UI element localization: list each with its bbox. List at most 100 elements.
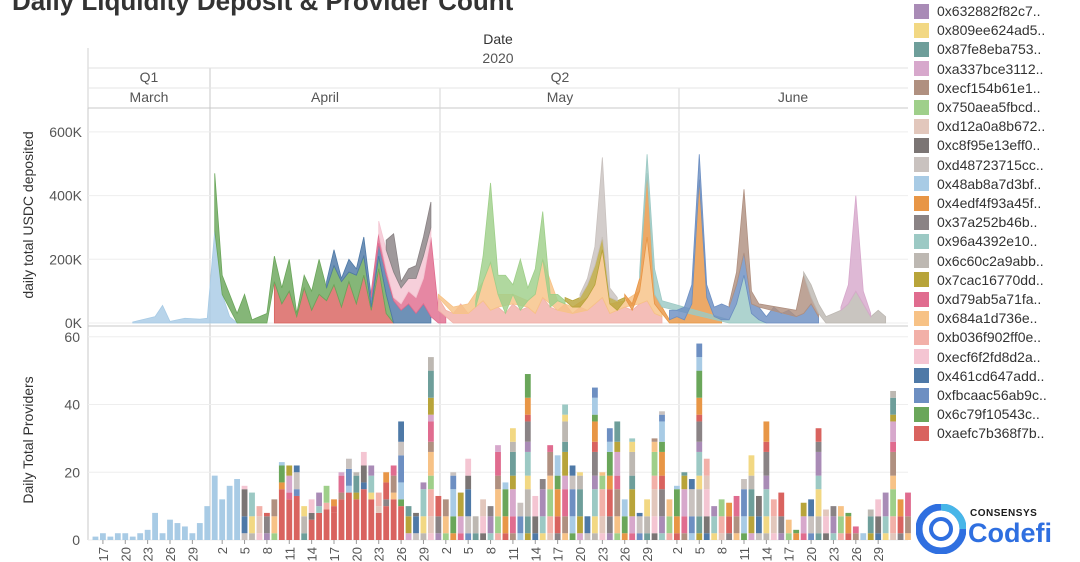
bar-segment: [681, 475, 688, 490]
area-y-tick-label: 600K: [49, 124, 82, 140]
bar-segment: [651, 441, 658, 452]
bar-segment: [651, 451, 658, 476]
bar-segment: [159, 533, 166, 540]
x-tick-label: 23: [826, 547, 841, 561]
bar-segment: [815, 428, 822, 442]
bar-segment: [703, 516, 710, 534]
x-tick-label: 11: [282, 547, 297, 561]
bar-segment: [770, 499, 777, 517]
bar-segment: [905, 533, 911, 540]
x-tick-label: 20: [349, 547, 364, 561]
legend-item[interactable]: 0x7cac16770dd..: [914, 271, 1044, 289]
bar-segment: [502, 533, 509, 540]
bar-segment: [420, 533, 427, 540]
chart-title: Daily Liquidity Deposit & Provider Count: [12, 0, 514, 16]
bar-segment: [323, 485, 330, 503]
bar-segment: [562, 475, 568, 490]
legend-item[interactable]: 0xa337bce3112..: [914, 60, 1043, 78]
bar-segment: [353, 475, 360, 493]
legend-label: 0xfbcaac56ab9c..: [937, 387, 1047, 403]
bar-segment: [592, 533, 598, 540]
bar-segment: [890, 451, 896, 476]
legend-item[interactable]: 0x87fe8eba753..: [914, 40, 1041, 58]
bar-segment: [659, 411, 665, 415]
bar-segment: [688, 516, 695, 534]
area-series: [385, 201, 432, 289]
bar-segment: [629, 441, 636, 452]
bar-segment: [174, 523, 181, 540]
legend-item[interactable]: 0xecf154b61e1..: [914, 79, 1041, 97]
bar-segment: [383, 482, 390, 500]
bar-segment: [614, 489, 621, 517]
bar-segment: [897, 516, 904, 534]
legend-item[interactable]: 0x96a4392e10..: [914, 232, 1037, 250]
legend-swatch: [914, 137, 929, 153]
bar-segment: [845, 512, 852, 517]
bar-segment: [495, 475, 501, 490]
bar-segment: [592, 397, 598, 415]
bar-segment: [577, 472, 583, 476]
bar-segment: [472, 516, 479, 534]
bar-segment: [890, 390, 896, 398]
legend-item[interactable]: 0x750aea5fbcd..: [914, 98, 1041, 116]
legend-item[interactable]: 0x461cd647add..: [914, 367, 1044, 385]
bar-segment: [688, 479, 695, 490]
bar-segment: [659, 441, 665, 452]
legend-item[interactable]: 0xb036f902ff0e..: [914, 328, 1041, 346]
legend-swatch: [914, 61, 929, 77]
bar-segment: [867, 533, 874, 540]
bar-segment: [606, 451, 613, 476]
legend-item[interactable]: 0x684a1d736e..: [914, 309, 1037, 327]
x-tick-label: 5: [692, 547, 707, 554]
bar-segment: [890, 489, 896, 517]
bar-segment: [316, 506, 322, 513]
bar-segment: [644, 499, 650, 517]
legend-item[interactable]: 0xaefc7b368f7b..: [914, 424, 1044, 442]
bar-segment: [666, 499, 673, 517]
legend-item[interactable]: 0xecf6f2fd8d2a..: [914, 348, 1041, 366]
legend-item[interactable]: 0xfbcaac56ab9c..: [914, 386, 1047, 404]
bar-segment: [830, 533, 837, 540]
legend-label: 0xecf154b61e1..: [937, 79, 1041, 96]
legend-item[interactable]: 0xc8f95e13eff0..: [914, 136, 1040, 154]
legend-item[interactable]: 0x632882f82c7..: [914, 2, 1041, 20]
bar-segment: [413, 516, 419, 534]
bar-segment: [763, 441, 770, 452]
bar-segment: [353, 472, 360, 476]
bar-segment: [614, 533, 621, 540]
bar-segment: [271, 516, 278, 534]
bar-segment: [629, 438, 636, 442]
legend-item[interactable]: 0xd12a0a8b672..: [914, 117, 1045, 135]
bar-segment: [368, 475, 375, 493]
legend-item[interactable]: 0x37a252b46b..: [914, 213, 1037, 231]
bar-segment: [428, 533, 434, 540]
quarter-q2-label: Q2: [551, 69, 570, 85]
area-series: [437, 296, 663, 324]
legend-swatch: [914, 329, 929, 345]
legend-label: 0x4edf4f93a45f..: [937, 195, 1042, 211]
bar-segment: [763, 421, 770, 442]
bar-segment: [614, 516, 621, 534]
x-tick-label: 26: [849, 547, 864, 561]
bar-segment: [547, 516, 554, 534]
bar-segment: [778, 516, 785, 534]
bar-segment: [890, 441, 896, 452]
bar-segment: [524, 475, 531, 490]
bar-segment: [681, 489, 688, 517]
x-tick-label: 23: [372, 547, 387, 561]
bar-segment: [196, 523, 203, 540]
legend-item[interactable]: 0x6c79f10543c..: [914, 405, 1040, 423]
legend-item[interactable]: 0x48ab8a7d3bf..: [914, 175, 1041, 193]
legend-item[interactable]: 0xd79ab5a71fa..: [914, 290, 1041, 308]
legend-item[interactable]: 0x4edf4f93a45f..: [914, 194, 1041, 212]
legend-item[interactable]: 0x6c60c2a9abb..: [914, 252, 1044, 270]
bar-segment: [435, 495, 442, 517]
bar-segment: [360, 465, 367, 483]
legend-item[interactable]: 0xd48723715cc..: [914, 156, 1044, 174]
legend-item[interactable]: 0x809ee624ad5..: [914, 21, 1045, 39]
x-tick-label: 11: [737, 547, 752, 561]
bar-segment: [800, 533, 807, 540]
legend-label: 0xd79ab5a71fa..: [937, 291, 1042, 307]
bar-segment: [308, 512, 315, 520]
bar-segment: [852, 526, 859, 534]
